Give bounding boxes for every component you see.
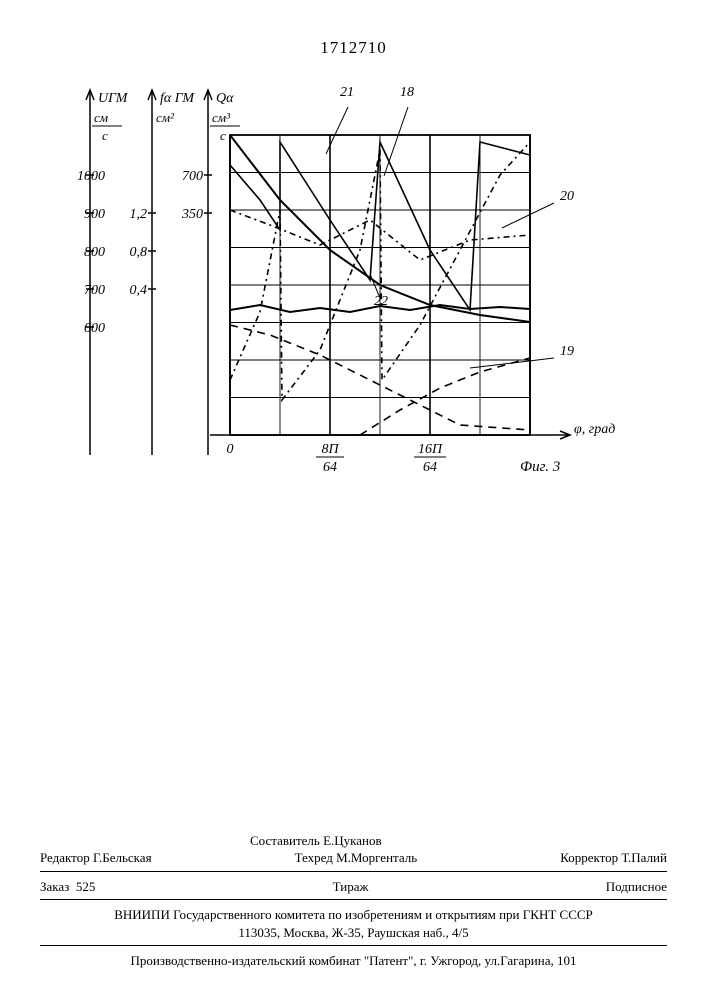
- footer-block: Составитель Е.Цуканов Редактор Г.Бельска…: [40, 832, 667, 970]
- svg-text:см: см: [94, 110, 108, 125]
- svg-text:см²: см²: [156, 110, 175, 125]
- svg-text:8П: 8П: [321, 442, 339, 457]
- document-number: 1712710: [0, 38, 707, 58]
- svg-text:350: 350: [181, 207, 203, 222]
- svg-text:0,8: 0,8: [130, 245, 148, 260]
- svg-text:64: 64: [423, 460, 437, 475]
- compiler-label: Составитель: [250, 833, 320, 848]
- compiler-cell: Составитель Е.Цуканов: [250, 832, 382, 850]
- chart-svg: UГМ см с fα ГМ см² Qα см³ с 1000 900 800 700 600 1,2 0…: [60, 80, 620, 500]
- chart-figure: UГМ см с fα ГМ см² Qα см³ с 1000 900 800 700 600 1,2 0…: [60, 80, 620, 500]
- editor-label: Редактор: [40, 850, 90, 865]
- subscription-label: Подписное: [606, 878, 667, 896]
- order-label: Заказ: [40, 879, 69, 894]
- svg-text:1,2: 1,2: [130, 207, 148, 222]
- svg-text:600: 600: [84, 321, 105, 336]
- svg-text:с: с: [102, 128, 108, 143]
- svg-text:700: 700: [84, 283, 105, 298]
- svg-text:0,4: 0,4: [130, 283, 148, 298]
- svg-text:800: 800: [84, 245, 105, 260]
- divider: [40, 945, 667, 946]
- svg-text:19: 19: [560, 344, 574, 359]
- editor-name: Г.Бельская: [93, 850, 152, 865]
- svg-text:Фиг. 3: Фиг. 3: [520, 459, 560, 475]
- svg-text:22: 22: [374, 294, 388, 309]
- corrector-label: Корректор: [560, 850, 618, 865]
- order-number: 525: [76, 879, 96, 894]
- divider: [40, 871, 667, 872]
- svg-text:с: с: [220, 128, 226, 143]
- svg-text:16П: 16П: [418, 442, 443, 457]
- compiler-name: Е.Цуканов: [323, 833, 382, 848]
- corrector-cell: Корректор Т.Палий: [560, 849, 667, 867]
- svg-text:20: 20: [560, 189, 574, 204]
- svg-text:см³: см³: [212, 110, 231, 125]
- techred-cell: Техред М.Моргенталь: [295, 849, 418, 867]
- press-line: Производственно-издательский комбинат "П…: [40, 952, 667, 970]
- svg-text:Qα: Qα: [216, 91, 234, 106]
- svg-text:1000: 1000: [77, 169, 105, 184]
- org-line-2: 113035, Москва, Ж-35, Раушская наб., 4/5: [40, 924, 667, 942]
- svg-text:64: 64: [323, 460, 337, 475]
- techred-name: М.Моргенталь: [336, 850, 417, 865]
- techred-label: Техред: [295, 850, 333, 865]
- svg-text:18: 18: [400, 85, 414, 100]
- svg-text:UГМ: UГМ: [98, 91, 129, 106]
- tirazh-label: Тираж: [333, 878, 369, 896]
- divider: [40, 899, 667, 900]
- page: 1712710 UГМ см с fα ГМ см² Qα см³ с 1000 900 800 70…: [0, 0, 707, 1000]
- svg-text:fα ГМ: fα ГМ: [160, 91, 195, 106]
- corrector-name: Т.Палий: [621, 850, 667, 865]
- svg-text:21: 21: [340, 85, 354, 100]
- svg-text:0: 0: [227, 442, 234, 457]
- editor-cell: Редактор Г.Бельская: [40, 849, 152, 867]
- svg-text:φ, град: φ, град: [574, 422, 615, 437]
- order-cell: Заказ 525: [40, 878, 95, 896]
- svg-text:900: 900: [84, 207, 105, 222]
- org-line-1: ВНИИПИ Государственного комитета по изоб…: [40, 906, 667, 924]
- svg-text:700: 700: [182, 169, 203, 184]
